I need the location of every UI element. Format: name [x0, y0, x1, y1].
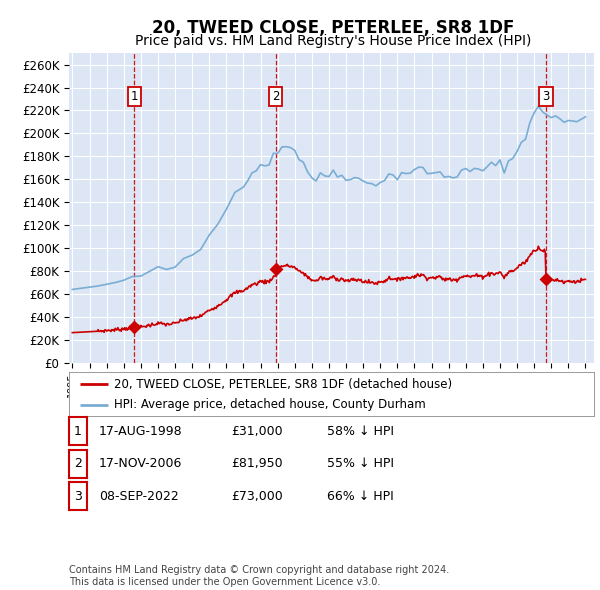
Text: 17-NOV-2006: 17-NOV-2006: [99, 457, 182, 470]
Text: Price paid vs. HM Land Registry's House Price Index (HPI): Price paid vs. HM Land Registry's House …: [135, 34, 531, 48]
Text: 08-SEP-2022: 08-SEP-2022: [99, 490, 179, 503]
Text: 1: 1: [74, 425, 82, 438]
Text: HPI: Average price, detached house, County Durham: HPI: Average price, detached house, Coun…: [113, 398, 425, 411]
Text: 1: 1: [131, 90, 138, 103]
Text: 3: 3: [74, 490, 82, 503]
Point: [271, 264, 280, 274]
Text: 55% ↓ HPI: 55% ↓ HPI: [327, 457, 394, 470]
Text: Contains HM Land Registry data © Crown copyright and database right 2024.
This d: Contains HM Land Registry data © Crown c…: [69, 565, 449, 587]
Text: 20, TWEED CLOSE, PETERLEE, SR8 1DF (detached house): 20, TWEED CLOSE, PETERLEE, SR8 1DF (deta…: [113, 378, 452, 391]
Text: 2: 2: [272, 90, 280, 103]
Text: £31,000: £31,000: [231, 425, 283, 438]
Text: 2: 2: [74, 457, 82, 470]
Text: 58% ↓ HPI: 58% ↓ HPI: [327, 425, 394, 438]
Text: £73,000: £73,000: [231, 490, 283, 503]
Text: £81,950: £81,950: [231, 457, 283, 470]
Point: [130, 323, 139, 332]
Text: 3: 3: [542, 90, 550, 103]
Text: 20, TWEED CLOSE, PETERLEE, SR8 1DF: 20, TWEED CLOSE, PETERLEE, SR8 1DF: [152, 19, 514, 37]
Text: 17-AUG-1998: 17-AUG-1998: [99, 425, 182, 438]
Text: 66% ↓ HPI: 66% ↓ HPI: [327, 490, 394, 503]
Point: [541, 274, 551, 284]
